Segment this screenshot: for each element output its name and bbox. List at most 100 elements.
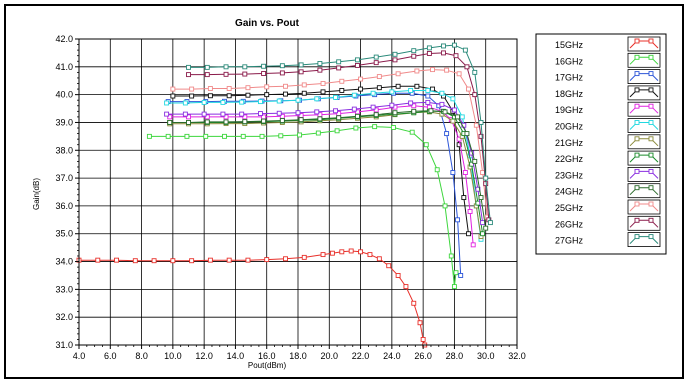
legend-marker — [634, 120, 640, 125]
series-line — [168, 92, 462, 276]
data-point — [203, 133, 209, 139]
data-point — [186, 64, 191, 70]
data-point — [455, 217, 461, 223]
legend-item: 21GHz — [555, 134, 661, 150]
x-tick-label: 6.0 — [104, 351, 117, 361]
legend-swatch-line — [629, 170, 659, 179]
data-point — [320, 252, 326, 258]
data-point — [473, 122, 479, 128]
y-tick-label: 41.0 — [55, 62, 73, 72]
data-point — [201, 111, 207, 117]
legend-swatch-line — [629, 138, 659, 147]
data-point — [298, 62, 304, 68]
series-line — [79, 250, 426, 346]
data-point — [456, 71, 462, 77]
data-point — [315, 130, 321, 136]
data-point — [165, 133, 171, 139]
legend-swatch-line — [629, 89, 659, 98]
data-point — [320, 81, 326, 86]
data-point — [354, 113, 360, 119]
data-point — [459, 114, 465, 120]
legend-marker — [648, 103, 654, 109]
data-point — [472, 92, 478, 98]
data-point — [201, 99, 207, 105]
data-point — [351, 106, 357, 112]
data-point — [358, 86, 364, 92]
data-point — [336, 59, 342, 65]
legend-item: 17GHz — [555, 69, 661, 84]
data-point — [151, 258, 157, 264]
legend-swatch-line — [629, 219, 659, 228]
data-point — [204, 114, 210, 120]
y-tick-label: 31.0 — [55, 340, 73, 350]
data-point — [207, 93, 213, 99]
series-24GHz — [167, 108, 489, 231]
legend-item: 27GHz — [555, 232, 661, 248]
data-point — [354, 109, 360, 115]
data-point — [339, 78, 345, 84]
data-point — [351, 92, 357, 98]
data-point — [467, 209, 473, 214]
legend-label: 22GHz — [555, 154, 584, 164]
data-point — [298, 69, 304, 75]
x-tick-label: 26.0 — [414, 351, 432, 361]
data-point — [301, 82, 307, 88]
data-point — [470, 242, 476, 248]
data-point — [483, 175, 489, 181]
data-point — [204, 119, 210, 125]
data-point — [114, 257, 119, 263]
y-tick-label: 33.0 — [55, 284, 73, 294]
data-point — [392, 110, 398, 116]
data-point — [264, 84, 270, 90]
data-point — [392, 57, 398, 63]
series-line — [169, 111, 482, 237]
series-22GHz — [167, 108, 486, 237]
data-point — [373, 112, 379, 118]
legend-item: 18GHz — [555, 85, 661, 101]
data-point — [301, 90, 307, 96]
x-tick-label: 32.0 — [508, 351, 526, 361]
series-27GHz — [186, 42, 493, 226]
data-point — [170, 86, 176, 92]
y-tick-label: 32.0 — [55, 312, 73, 322]
data-point — [408, 100, 414, 106]
data-point — [478, 120, 484, 125]
data-point — [223, 114, 229, 120]
data-point — [245, 92, 251, 98]
series-line — [169, 110, 484, 234]
data-point — [207, 257, 213, 263]
data-point — [317, 61, 323, 66]
data-point — [358, 249, 364, 255]
data-point — [386, 263, 392, 269]
legend-marker — [648, 71, 654, 77]
series-23GHz — [164, 99, 486, 226]
data-point — [451, 284, 457, 290]
x-tick-label: 4.0 — [73, 351, 86, 361]
data-point — [466, 86, 471, 92]
data-point — [295, 97, 301, 103]
data-point — [373, 107, 379, 113]
data-point — [261, 118, 267, 124]
data-point — [226, 86, 232, 91]
data-point — [425, 88, 431, 93]
data-point — [480, 231, 486, 237]
series-15GHz — [76, 248, 428, 348]
legend-label: 21GHz — [555, 138, 584, 148]
legend-marker — [648, 152, 654, 158]
data-point — [450, 170, 456, 175]
series-16GHz — [146, 124, 459, 290]
data-point — [392, 51, 398, 57]
chart-title: Gain vs. Pout — [235, 18, 300, 29]
data-point — [164, 111, 170, 117]
data-point — [167, 120, 173, 125]
data-point — [444, 131, 450, 137]
legend-item: 25GHz — [555, 199, 661, 215]
data-point — [301, 254, 307, 260]
data-point — [411, 108, 417, 114]
data-point — [245, 257, 251, 263]
data-point — [450, 96, 456, 102]
data-point — [223, 64, 229, 70]
data-point — [278, 133, 284, 139]
data-point — [220, 99, 226, 105]
legend-item: 26GHz — [555, 215, 661, 231]
